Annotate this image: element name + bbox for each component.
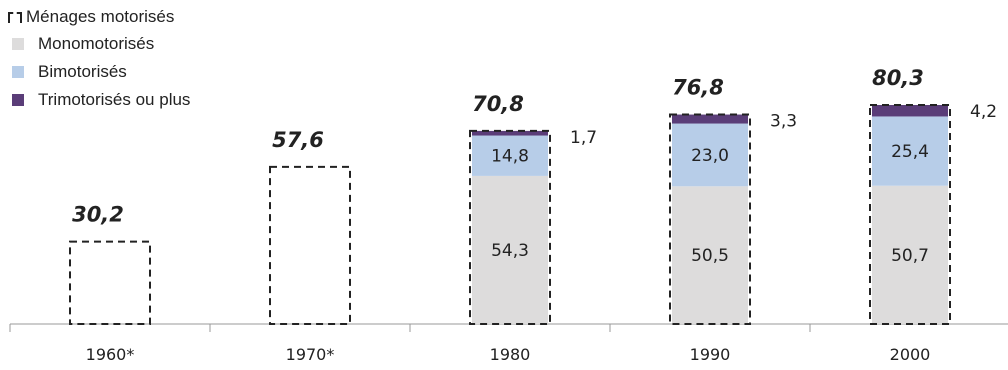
legend-item-menages-motorises: Ménages motorisés: [8, 4, 190, 30]
total-value-label: 80,3: [872, 66, 924, 90]
total-outline: [869, 104, 951, 325]
legend: Ménages motorisés Monomotorisés Bimotori…: [8, 4, 190, 114]
segment-value-label: 50,7: [891, 246, 929, 266]
x-tick-label: 2000: [890, 345, 931, 364]
x-tick-label: 1990: [690, 345, 731, 364]
segment-value-label: 23,0: [691, 146, 729, 166]
x-tick-label: 1970*: [286, 345, 335, 364]
segment-value-label: 1,7: [570, 128, 597, 148]
segment-value-label: 54,3: [491, 241, 529, 261]
x-tick-label: 1980: [490, 345, 531, 364]
legend-item-trimotorises: Trimotorisés ou plus: [8, 86, 190, 114]
legend-swatch: [12, 94, 24, 106]
legend-item-monomotorises: Monomotorisés: [8, 30, 190, 58]
total-value-label: 76,8: [672, 76, 724, 100]
segment-value-label: 14,8: [491, 147, 529, 167]
segment-value-label: 50,5: [691, 246, 729, 266]
legend-label: Trimotorisés ou plus: [38, 90, 191, 109]
bar-segment: [472, 130, 548, 136]
bar-segment: [672, 114, 748, 124]
bar-segment: [672, 123, 748, 187]
bar-segment: [872, 116, 948, 186]
total-value-label: 30,2: [72, 203, 124, 227]
legend-swatch: [12, 38, 24, 50]
bars-layer: [472, 105, 948, 324]
bar-segment: [472, 135, 548, 176]
total-value-label: 57,6: [272, 128, 324, 152]
x-tick-label: 1960*: [86, 345, 135, 364]
bar-segment: [672, 186, 748, 324]
total-outline: [69, 240, 151, 326]
total-outline: [269, 165, 351, 325]
labels-layer: 30,2 1960* 57,6 1970* 54,3 14,8 1,7 70,8 1980 50,…: [72, 66, 997, 364]
segment-value-label: 3,3: [770, 112, 797, 132]
total-value-label: 70,8: [472, 92, 524, 116]
x-axis-ticks: [9, 324, 811, 332]
segment-value-label: 25,4: [891, 142, 929, 162]
total-outline: [669, 113, 751, 325]
bar-segment: [872, 185, 948, 324]
legend-swatch-dashed: [8, 11, 22, 23]
legend-label: Bimotorisés: [38, 62, 127, 81]
bar-segment: [472, 175, 548, 324]
total-outline: [469, 129, 551, 325]
segment-value-label: 4,2: [970, 102, 997, 122]
legend-item-bimotorises: Bimotorisés: [8, 58, 190, 86]
bar-segment: [872, 105, 948, 117]
legend-swatch: [12, 66, 24, 78]
outline-layer: [69, 104, 951, 326]
legend-label: Ménages motorisés: [26, 7, 175, 26]
legend-label: Monomotorisés: [38, 34, 155, 53]
